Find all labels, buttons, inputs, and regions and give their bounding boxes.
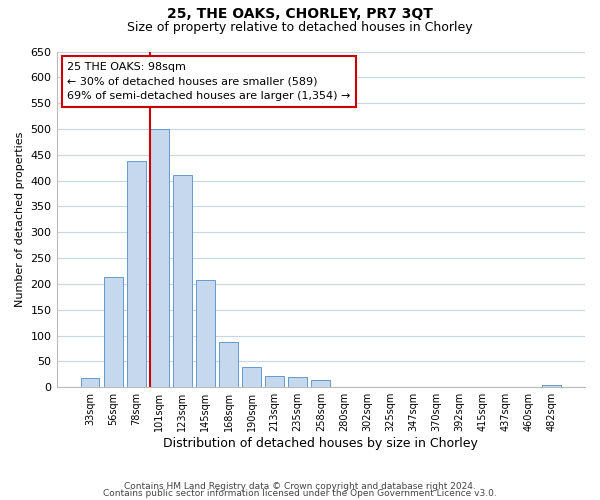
Y-axis label: Number of detached properties: Number of detached properties — [15, 132, 25, 307]
Bar — [311, 380, 330, 387]
Bar — [150, 129, 169, 387]
Bar — [80, 378, 100, 387]
Text: 25 THE OAKS: 98sqm
← 30% of detached houses are smaller (589)
69% of semi-detach: 25 THE OAKS: 98sqm ← 30% of detached hou… — [67, 62, 350, 101]
Bar — [265, 376, 284, 387]
Text: 25, THE OAKS, CHORLEY, PR7 3QT: 25, THE OAKS, CHORLEY, PR7 3QT — [167, 8, 433, 22]
Bar — [196, 280, 215, 387]
Bar — [173, 176, 192, 387]
X-axis label: Distribution of detached houses by size in Chorley: Distribution of detached houses by size … — [163, 437, 478, 450]
Bar — [242, 366, 261, 387]
Bar — [542, 385, 561, 387]
Bar — [219, 342, 238, 387]
Text: Contains public sector information licensed under the Open Government Licence v3: Contains public sector information licen… — [103, 490, 497, 498]
Text: Contains HM Land Registry data © Crown copyright and database right 2024.: Contains HM Land Registry data © Crown c… — [124, 482, 476, 491]
Bar — [127, 161, 146, 387]
Bar — [288, 378, 307, 387]
Text: Size of property relative to detached houses in Chorley: Size of property relative to detached ho… — [127, 21, 473, 34]
Bar — [104, 277, 122, 387]
